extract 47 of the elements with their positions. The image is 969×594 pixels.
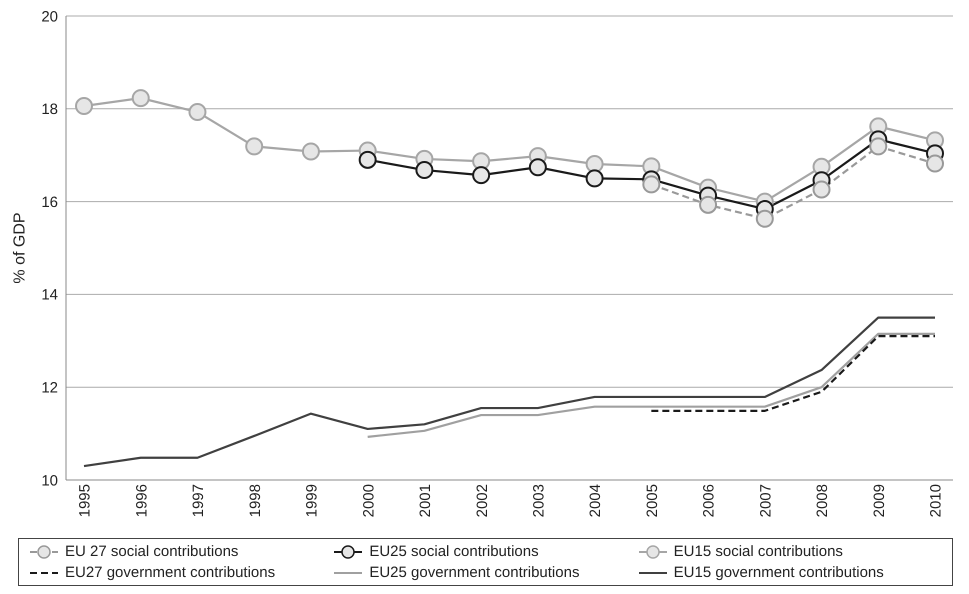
line-series xyxy=(82,316,936,468)
x-tick-label: 2010 xyxy=(928,484,945,518)
point xyxy=(869,137,888,156)
x-tick-label: 2005 xyxy=(644,484,661,518)
x-tick-label: 2009 xyxy=(870,484,888,518)
point xyxy=(415,161,434,180)
legend-label: EU27 government contributions xyxy=(65,564,276,581)
x-tick-label: 2004 xyxy=(587,484,604,518)
x-tick-label: 2000 xyxy=(360,484,378,518)
x-tick-label: 2007 xyxy=(757,484,774,518)
point xyxy=(472,166,490,184)
point xyxy=(812,180,831,199)
y-tick-label: 12 xyxy=(41,380,58,397)
legend-label: EU25 social contributions xyxy=(369,543,539,560)
y-tick-label: 18 xyxy=(41,101,58,118)
x-tick-label: 2002 xyxy=(474,484,491,518)
point xyxy=(756,210,774,228)
y-tick-label: 16 xyxy=(41,194,58,211)
x-tick-label: 2003 xyxy=(530,484,548,518)
point xyxy=(75,97,93,116)
y-tick-label: 10 xyxy=(41,472,58,490)
point xyxy=(188,103,206,122)
legend-label: EU25 government contributions xyxy=(369,564,580,581)
point xyxy=(132,89,150,108)
x-tick-label: 1998 xyxy=(246,484,264,518)
point xyxy=(528,158,547,176)
x-tick-label: 1996 xyxy=(133,484,150,518)
x-tick-label: 1995 xyxy=(76,484,94,518)
legend-label: EU15 government contributions xyxy=(674,564,884,581)
point xyxy=(302,142,320,160)
y-tick-label: 20 xyxy=(41,8,58,26)
point xyxy=(586,169,604,188)
x-tick-label: 2001 xyxy=(417,484,434,518)
point xyxy=(699,196,718,214)
legend-label: EU15 social contributions xyxy=(674,543,843,560)
point xyxy=(642,175,660,194)
x-tick-label: 2008 xyxy=(814,484,832,518)
y-tick-label: 14 xyxy=(41,286,58,304)
point xyxy=(586,155,604,174)
x-tick-label: 1999 xyxy=(304,484,321,518)
x-tick-label: 1997 xyxy=(190,484,208,518)
point xyxy=(926,154,944,173)
legend-label: EU 27 social contributions xyxy=(65,543,238,560)
point xyxy=(358,150,377,169)
point xyxy=(245,137,264,156)
y-axis-title: % of GDP xyxy=(12,212,29,284)
x-tick-label: 2006 xyxy=(700,484,718,518)
